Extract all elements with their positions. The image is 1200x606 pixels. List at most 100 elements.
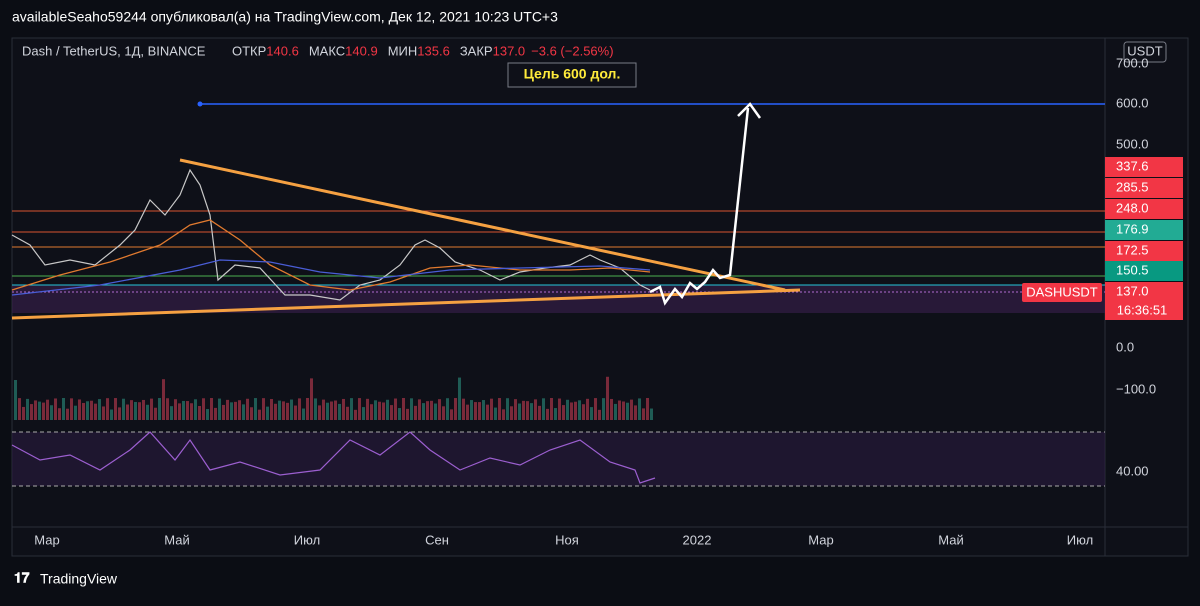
volume-bar <box>326 402 329 420</box>
volume-bar <box>98 399 101 420</box>
price-tick: −100.0 <box>1116 381 1156 396</box>
volume-bar <box>446 398 449 420</box>
volume-bar <box>194 399 197 420</box>
price-label-box <box>1105 157 1183 177</box>
volume-bar <box>426 401 429 420</box>
volume-bar <box>542 398 545 420</box>
volume-bar <box>370 404 373 420</box>
volume-bar <box>402 398 405 420</box>
volume-bar <box>214 407 217 420</box>
volume-bar <box>374 400 377 420</box>
rsi-band <box>12 432 1105 486</box>
volume-bar <box>482 400 485 420</box>
volume-bar <box>86 401 89 420</box>
volume-bar <box>494 407 497 420</box>
price-label: 337.6 <box>1116 158 1149 173</box>
volume-bar <box>78 399 81 420</box>
volume-bar <box>90 400 93 420</box>
volume-bar <box>266 406 269 420</box>
price-label: 285.5 <box>1116 179 1149 194</box>
volume-bar <box>198 406 201 420</box>
volume-bar <box>246 398 249 420</box>
volume-bar <box>578 400 581 420</box>
volume-bar <box>534 399 537 420</box>
volume-bar <box>142 399 145 420</box>
time-axis: Мар Май Июл Сен Ноя 2022 Мар Май Июл <box>34 532 1093 547</box>
volume-bar <box>634 405 637 420</box>
annotation: Цель 600 дол. <box>524 66 621 82</box>
volume-bar <box>498 398 501 420</box>
rsi-line <box>11 431 656 484</box>
volume-bar <box>586 398 589 420</box>
volume-bar <box>334 400 337 420</box>
time-label: Сен <box>425 532 449 547</box>
ma-line <box>11 219 651 291</box>
volume-bar <box>358 398 361 420</box>
ohlc-label: МИН <box>388 43 418 58</box>
volume-bar <box>582 404 585 420</box>
volume-bar <box>14 380 17 420</box>
volume-bar <box>274 403 277 420</box>
volume-bar <box>178 403 181 420</box>
volume-bar <box>478 402 481 420</box>
ma-line <box>11 259 651 296</box>
volume-bar <box>206 409 209 420</box>
volume-bar <box>378 401 381 420</box>
change: −3.6 (−2.56%) <box>531 43 613 58</box>
volume-bar <box>434 403 437 420</box>
volume-bar <box>394 398 397 420</box>
volume-bar <box>362 407 365 420</box>
volume-bar <box>46 399 49 420</box>
volume-bar <box>310 378 313 420</box>
price-label-box <box>1105 282 1183 302</box>
volume-bar <box>186 401 189 420</box>
volume-bar <box>386 399 389 420</box>
volume-bar <box>518 403 521 420</box>
volume-bar <box>414 405 417 420</box>
volume-bar <box>650 408 653 420</box>
volume-bar <box>350 398 353 420</box>
trend-line <box>179 158 786 292</box>
volume-bar <box>398 408 401 420</box>
volume-bar <box>558 398 561 420</box>
volume-bar <box>602 398 605 420</box>
volume-bar <box>330 401 333 420</box>
volume-bar <box>346 406 349 420</box>
volume-bar <box>26 398 29 420</box>
volume-bar <box>134 401 137 420</box>
volume-bar <box>354 409 357 420</box>
volume-bar <box>474 402 477 420</box>
volume-bar <box>382 402 385 420</box>
price-label: 176.9 <box>1116 221 1149 236</box>
volume-bar <box>174 399 177 420</box>
volume-bar <box>258 409 261 420</box>
volume-bar <box>262 398 265 420</box>
volume-bar <box>298 398 301 420</box>
ohlc-label: ЗАКР <box>460 43 493 58</box>
volume-bar <box>546 408 549 420</box>
volume-bar <box>342 398 345 420</box>
volume-bar <box>598 409 601 420</box>
volume-bar <box>562 405 565 420</box>
volume-bar <box>338 403 341 420</box>
volume-bar <box>58 408 61 420</box>
volume-bar <box>430 400 433 420</box>
price-label: 248.0 <box>1116 200 1149 215</box>
volume-bar <box>138 402 141 420</box>
volume-bar <box>442 406 445 420</box>
volume-bar <box>626 402 629 420</box>
volume-bar <box>70 398 73 420</box>
volume-bar <box>306 398 309 420</box>
time-label: Июл <box>294 532 320 547</box>
volume-bar <box>422 403 425 420</box>
symbol-label-box <box>1022 283 1102 302</box>
volume-bar <box>590 407 593 420</box>
volume-bar <box>506 398 509 420</box>
volume-bar <box>130 400 133 420</box>
ohlc-value: 135.6 <box>417 43 450 58</box>
volume-bar <box>286 402 289 420</box>
trend-line <box>11 288 801 320</box>
volume-bar <box>202 398 205 420</box>
volume-bar <box>182 400 185 420</box>
price-label-box <box>1105 199 1183 219</box>
